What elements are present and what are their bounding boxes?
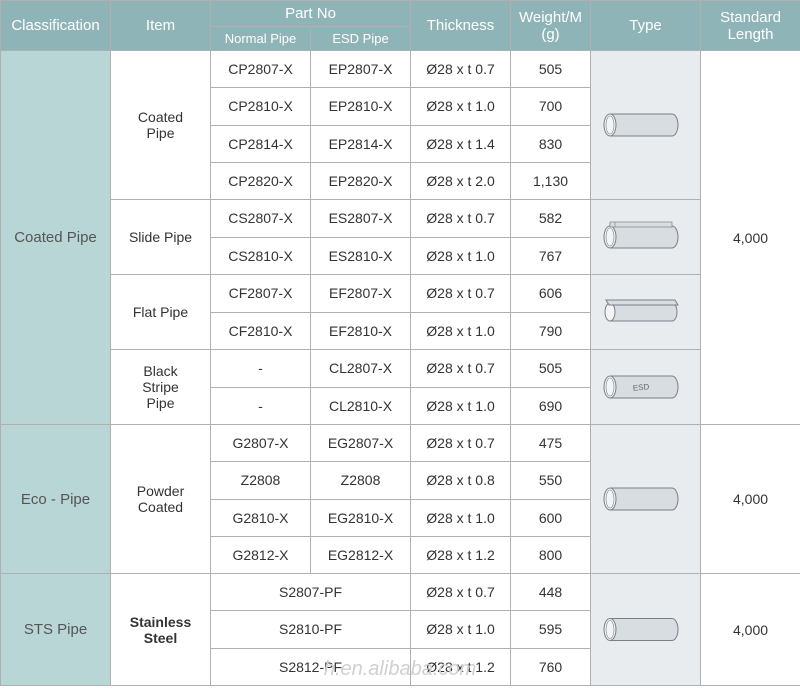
thickness-cell: Ø28 x t 0.8	[411, 462, 511, 499]
partno-merged: S2810-PF	[211, 611, 411, 648]
partno-merged: S2807-PF	[211, 574, 411, 611]
partno-normal: CP2820-X	[211, 162, 311, 199]
thickness-cell: Ø28 x t 1.0	[411, 611, 511, 648]
type-illustration	[591, 200, 701, 275]
partno-normal: CS2810-X	[211, 237, 311, 275]
item-cell: BlackStripePipe	[111, 350, 211, 425]
thickness-cell: Ø28 x t 0.7	[411, 425, 511, 462]
partno-normal: CF2807-X	[211, 275, 311, 313]
partno-normal: CP2807-X	[211, 51, 311, 88]
weight-cell: 582	[511, 200, 591, 238]
partno-esd: CL2810-X	[311, 387, 411, 425]
thickness-cell: Ø28 x t 0.7	[411, 275, 511, 313]
weight-cell: 550	[511, 462, 591, 499]
thickness-cell: Ø28 x t 2.0	[411, 162, 511, 199]
partno-esd: EP2814-X	[311, 125, 411, 162]
partno-esd: EG2812-X	[311, 536, 411, 573]
partno-normal: CP2810-X	[211, 88, 311, 125]
hdr-weight: Weight/M (g)	[511, 1, 591, 51]
partno-normal: Z2808	[211, 462, 311, 499]
item-cell: PowderCoated	[111, 425, 211, 574]
thickness-cell: Ø28 x t 1.0	[411, 387, 511, 425]
hdr-type: Type	[591, 1, 701, 51]
thickness-cell: Ø28 x t 0.7	[411, 51, 511, 88]
type-illustration	[591, 275, 701, 350]
hdr-esd: ESD Pipe	[311, 27, 411, 51]
partno-normal: -	[211, 387, 311, 425]
weight-cell: 767	[511, 237, 591, 275]
classification-cell: Eco - Pipe	[1, 425, 111, 574]
thickness-cell: Ø28 x t 1.2	[411, 536, 511, 573]
classification-cell: STS Pipe	[1, 574, 111, 686]
weight-cell: 505	[511, 350, 591, 388]
weight-cell: 830	[511, 125, 591, 162]
thickness-cell: Ø28 x t 1.2	[411, 648, 511, 685]
weight-cell: 505	[511, 51, 591, 88]
weight-cell: 790	[511, 312, 591, 350]
type-illustration	[591, 574, 701, 686]
partno-normal: -	[211, 350, 311, 388]
partno-esd: EF2807-X	[311, 275, 411, 313]
type-illustration: ESD	[591, 350, 701, 425]
weight-cell: 700	[511, 88, 591, 125]
partno-normal: G2810-X	[211, 499, 311, 536]
hdr-item: Item	[111, 1, 211, 51]
item-cell: StainlessSteel	[111, 574, 211, 686]
hdr-classification: Classification	[1, 1, 111, 51]
weight-cell: 800	[511, 536, 591, 573]
partno-esd: EP2810-X	[311, 88, 411, 125]
partno-esd: ES2807-X	[311, 200, 411, 238]
weight-cell: 760	[511, 648, 591, 685]
std-length-cell: 4,000	[701, 425, 800, 574]
weight-cell: 606	[511, 275, 591, 313]
hdr-stdlen: Standard Length	[701, 1, 800, 51]
thickness-cell: Ø28 x t 0.7	[411, 350, 511, 388]
partno-normal: CS2807-X	[211, 200, 311, 238]
partno-esd: Z2808	[311, 462, 411, 499]
weight-cell: 448	[511, 574, 591, 611]
item-cell: CoatedPipe	[111, 51, 211, 200]
type-illustration	[591, 425, 701, 574]
weight-cell: 475	[511, 425, 591, 462]
std-length-cell: 4,000	[701, 51, 800, 425]
partno-esd: ES2810-X	[311, 237, 411, 275]
thickness-cell: Ø28 x t 1.0	[411, 237, 511, 275]
hdr-normal: Normal Pipe	[211, 27, 311, 51]
partno-esd: EP2820-X	[311, 162, 411, 199]
item-cell: Slide Pipe	[111, 200, 211, 275]
type-illustration	[591, 51, 701, 200]
pipe-spec-table: Classification Item Part No Thickness We…	[0, 0, 800, 686]
partno-esd: CL2807-X	[311, 350, 411, 388]
thickness-cell: Ø28 x t 0.7	[411, 200, 511, 238]
thickness-cell: Ø28 x t 1.4	[411, 125, 511, 162]
partno-esd: EF2810-X	[311, 312, 411, 350]
thickness-cell: Ø28 x t 0.7	[411, 574, 511, 611]
item-cell: Flat Pipe	[111, 275, 211, 350]
partno-normal: CF2810-X	[211, 312, 311, 350]
hdr-partno: Part No	[211, 1, 411, 27]
partno-normal: G2807-X	[211, 425, 311, 462]
weight-cell: 595	[511, 611, 591, 648]
partno-esd: EG2810-X	[311, 499, 411, 536]
partno-normal: G2812-X	[211, 536, 311, 573]
weight-cell: 1,130	[511, 162, 591, 199]
partno-merged: S2812-PF	[211, 648, 411, 685]
partno-normal: CP2814-X	[211, 125, 311, 162]
partno-esd: EP2807-X	[311, 51, 411, 88]
weight-cell: 600	[511, 499, 591, 536]
thickness-cell: Ø28 x t 1.0	[411, 312, 511, 350]
thickness-cell: Ø28 x t 1.0	[411, 499, 511, 536]
thickness-cell: Ø28 x t 1.0	[411, 88, 511, 125]
classification-cell: Coated Pipe	[1, 51, 111, 425]
std-length-cell: 4,000	[701, 574, 800, 686]
partno-esd: EG2807-X	[311, 425, 411, 462]
svg-text:ESD: ESD	[632, 382, 650, 393]
hdr-thickness: Thickness	[411, 1, 511, 51]
weight-cell: 690	[511, 387, 591, 425]
